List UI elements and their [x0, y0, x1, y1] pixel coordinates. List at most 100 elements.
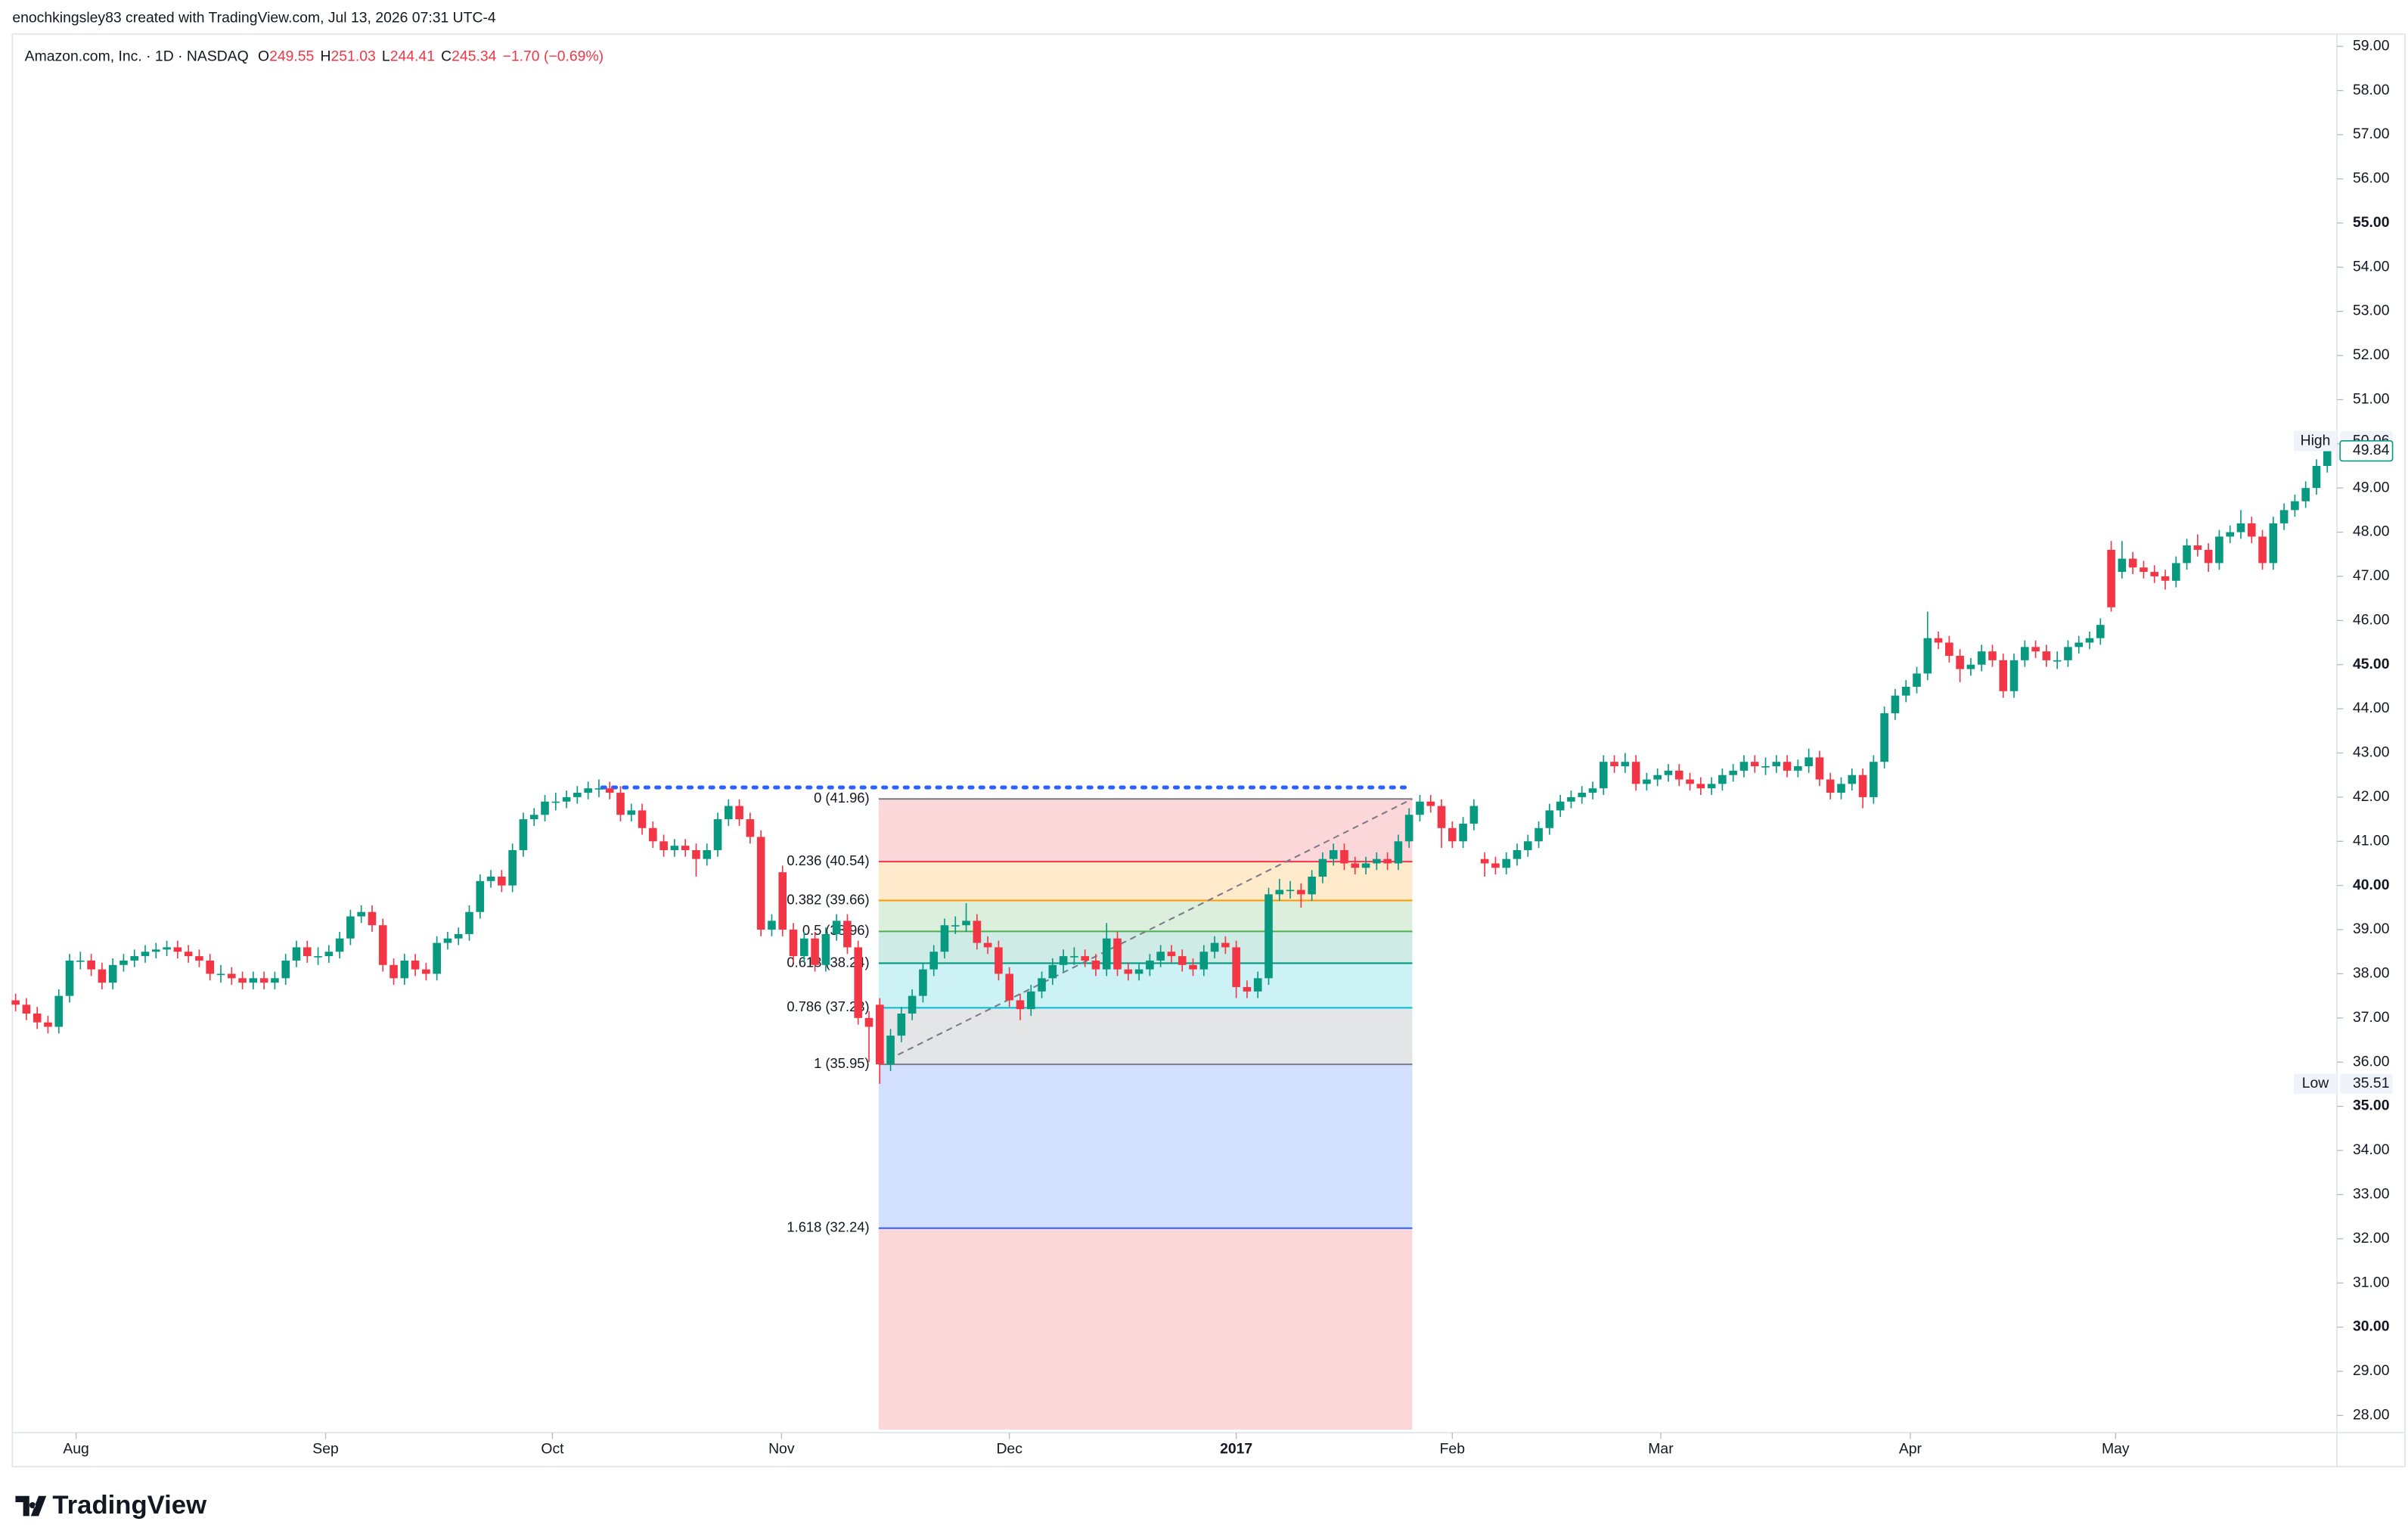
candle-body — [314, 956, 322, 958]
y-tick-label: 30.00 — [2353, 1318, 2390, 1335]
ohlc-label: O — [258, 48, 269, 65]
candle-body — [1265, 894, 1273, 979]
candle-body — [1956, 656, 1964, 669]
candle-body — [378, 925, 387, 965]
y-tick-label: 47.00 — [2353, 567, 2390, 584]
candle-body — [681, 846, 690, 850]
candle-body — [1664, 770, 1673, 775]
candle-body — [1556, 801, 1565, 811]
candle-body — [1480, 858, 1489, 864]
candle-body — [886, 1035, 895, 1065]
candle-body — [411, 960, 420, 970]
candle-body — [130, 956, 139, 961]
candle-body — [2301, 488, 2310, 501]
fib-label: 1 (35.95) — [814, 1055, 869, 1071]
candle-body — [1977, 651, 1986, 665]
candle-body — [22, 1004, 31, 1014]
candle-body — [1891, 695, 1900, 713]
candle-body — [1696, 784, 1705, 789]
candle-body — [1275, 890, 1284, 895]
candle-body — [1048, 964, 1057, 979]
candle-body — [951, 925, 960, 927]
candle-body — [357, 911, 365, 917]
candle-body — [1340, 849, 1348, 864]
candle-body — [1783, 762, 1792, 771]
candle-body — [1156, 952, 1165, 961]
candle-body — [2064, 647, 2072, 660]
candle-body — [594, 788, 604, 790]
fib-label: 0.236 (40.54) — [787, 852, 869, 868]
candle-body — [1945, 642, 1953, 657]
candle-body — [605, 788, 614, 793]
candle-body — [573, 793, 582, 797]
high-tag-bg — [2293, 431, 2338, 452]
candle-body — [551, 801, 560, 803]
candle-body — [65, 960, 74, 996]
candle-body — [1361, 863, 1370, 868]
candle-body — [659, 841, 668, 850]
candle-body — [2193, 545, 2202, 550]
candle-body — [1610, 762, 1618, 767]
candle-body — [2085, 638, 2094, 643]
candle-body — [2269, 523, 2278, 564]
candle-body — [400, 960, 409, 979]
candle-body — [1459, 823, 1467, 842]
candle-body — [1718, 775, 1727, 784]
candle-body — [2150, 572, 2159, 576]
y-tick-label: 44.00 — [2353, 700, 2390, 716]
y-tick-label: 36.00 — [2353, 1053, 2390, 1070]
candle-body — [1026, 991, 1035, 1010]
candle-body — [1437, 806, 1446, 828]
candle-body — [2042, 651, 2051, 660]
candle-body — [529, 815, 538, 820]
symbol-header: Amazon.com, Inc. · 1D · NASDAQ O249.55 H25… — [25, 48, 604, 65]
fib-trend — [878, 798, 1413, 1066]
candle-body — [746, 819, 755, 837]
x-tick-label: Mar — [1648, 1441, 1674, 1458]
candle-body — [616, 793, 625, 815]
candle-body — [929, 952, 939, 970]
candle-body — [1167, 952, 1176, 957]
candle-body — [1599, 762, 1608, 789]
candle-body — [962, 921, 970, 926]
candle-body — [54, 995, 64, 1027]
fib-zone — [878, 862, 1413, 901]
candle-body — [1901, 686, 1910, 696]
candle-body — [843, 921, 852, 948]
candle-body — [108, 964, 117, 983]
fib-label: 0.786 (37.23) — [787, 998, 869, 1014]
candle-body — [1750, 762, 1759, 767]
candle-body — [195, 956, 203, 961]
attribution: enochkingsley83 created with TradingView… — [12, 10, 496, 26]
candle-body — [422, 969, 430, 974]
candle-body — [2279, 510, 2289, 523]
candle-body — [1491, 863, 1500, 868]
candle-body — [1578, 793, 1587, 797]
candle-body — [768, 921, 776, 930]
candle-body — [206, 960, 215, 974]
candle-body — [1707, 784, 1716, 789]
y-tick-label: 48.00 — [2353, 523, 2390, 540]
candle-body — [389, 964, 398, 979]
candle-body — [1178, 956, 1187, 965]
candle-body — [1870, 762, 1878, 797]
candle-body — [163, 947, 171, 950]
candle-body — [303, 947, 312, 957]
candle-body — [2140, 567, 2148, 573]
candle-body — [756, 837, 765, 930]
fib-zone — [878, 931, 1413, 964]
candle-body — [2312, 465, 2321, 489]
candle-body — [11, 1000, 20, 1005]
y-tick-label: 39.00 — [2353, 921, 2390, 937]
y-tick-label: 43.00 — [2353, 744, 2390, 761]
candle-body — [1858, 775, 1867, 797]
x-tick-label: May — [2102, 1441, 2130, 1458]
candle-body — [1631, 762, 1640, 784]
candle-body — [2183, 545, 2191, 564]
y-tick-label: 37.00 — [2353, 1009, 2390, 1026]
y-tick-label: 58.00 — [2353, 82, 2390, 98]
candle-body — [1923, 638, 1932, 674]
candle-body — [1469, 806, 1479, 824]
